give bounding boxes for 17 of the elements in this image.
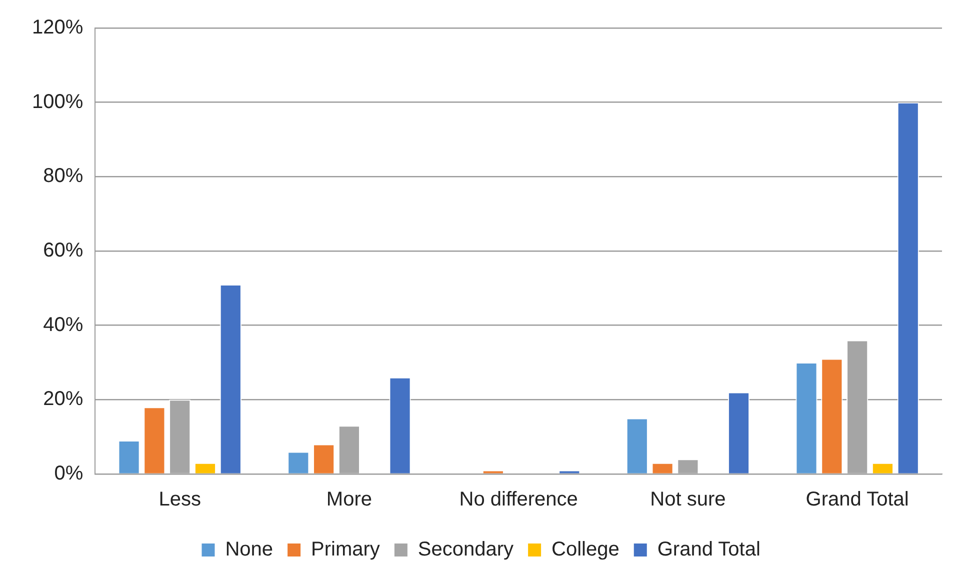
legend-label: College (552, 538, 620, 561)
x-tick-label: More (326, 488, 372, 511)
legend-label: None (225, 538, 274, 561)
legend-label: Secondary (418, 538, 514, 561)
x-tick-label: No difference (459, 488, 578, 511)
legend-label: Grand Total (657, 538, 760, 561)
y-tick-label: 120% (32, 16, 84, 39)
y-tick-label: 20% (43, 388, 84, 410)
y-tick-label: 100% (32, 90, 84, 113)
x-tick-label: Less (158, 488, 201, 511)
legend-label: Primary (311, 538, 380, 561)
x-tick-label: Not sure (650, 488, 726, 511)
x-tick-label: Grand Total (806, 488, 909, 511)
y-tick-label: 0% (54, 462, 84, 485)
y-tick-label: 80% (43, 165, 84, 188)
y-tick-label: 60% (43, 240, 84, 262)
y-tick-label: 40% (43, 314, 84, 336)
